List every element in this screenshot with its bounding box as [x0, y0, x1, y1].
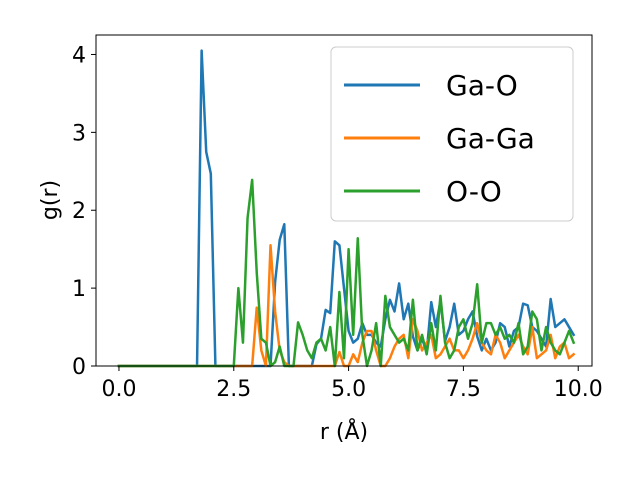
y-tick-label: 4 [72, 43, 86, 68]
x-tick-label: 7.5 [446, 377, 481, 402]
x-tick-label: 2.5 [216, 377, 251, 402]
y-tick-label: 0 [72, 355, 86, 380]
y-axis-label: g(r) [38, 180, 63, 220]
x-tick-label: 10.0 [554, 377, 603, 402]
y-tick-label: 3 [72, 121, 86, 146]
x-axis-label: r (Å) [320, 418, 368, 445]
legend-label-ga-o: Ga-O [446, 69, 518, 102]
x-tick-label: 0.0 [101, 377, 136, 402]
x-axis-ticks: 0.0 2.5 5.0 7.5 10.0 [101, 366, 603, 402]
legend-box [330, 46, 574, 222]
x-tick-label: 5.0 [331, 377, 366, 402]
y-tick-label: 2 [72, 199, 86, 224]
legend-label-o-o: O-O [446, 175, 502, 208]
plot-border [95, 34, 593, 367]
legend: Ga-O Ga-Ga O-O [330, 46, 574, 222]
y-axis-ticks: 0 1 2 3 4 [72, 43, 96, 380]
y-tick-label: 1 [72, 277, 86, 302]
legend-label-ga-ga: Ga-Ga [446, 122, 535, 155]
